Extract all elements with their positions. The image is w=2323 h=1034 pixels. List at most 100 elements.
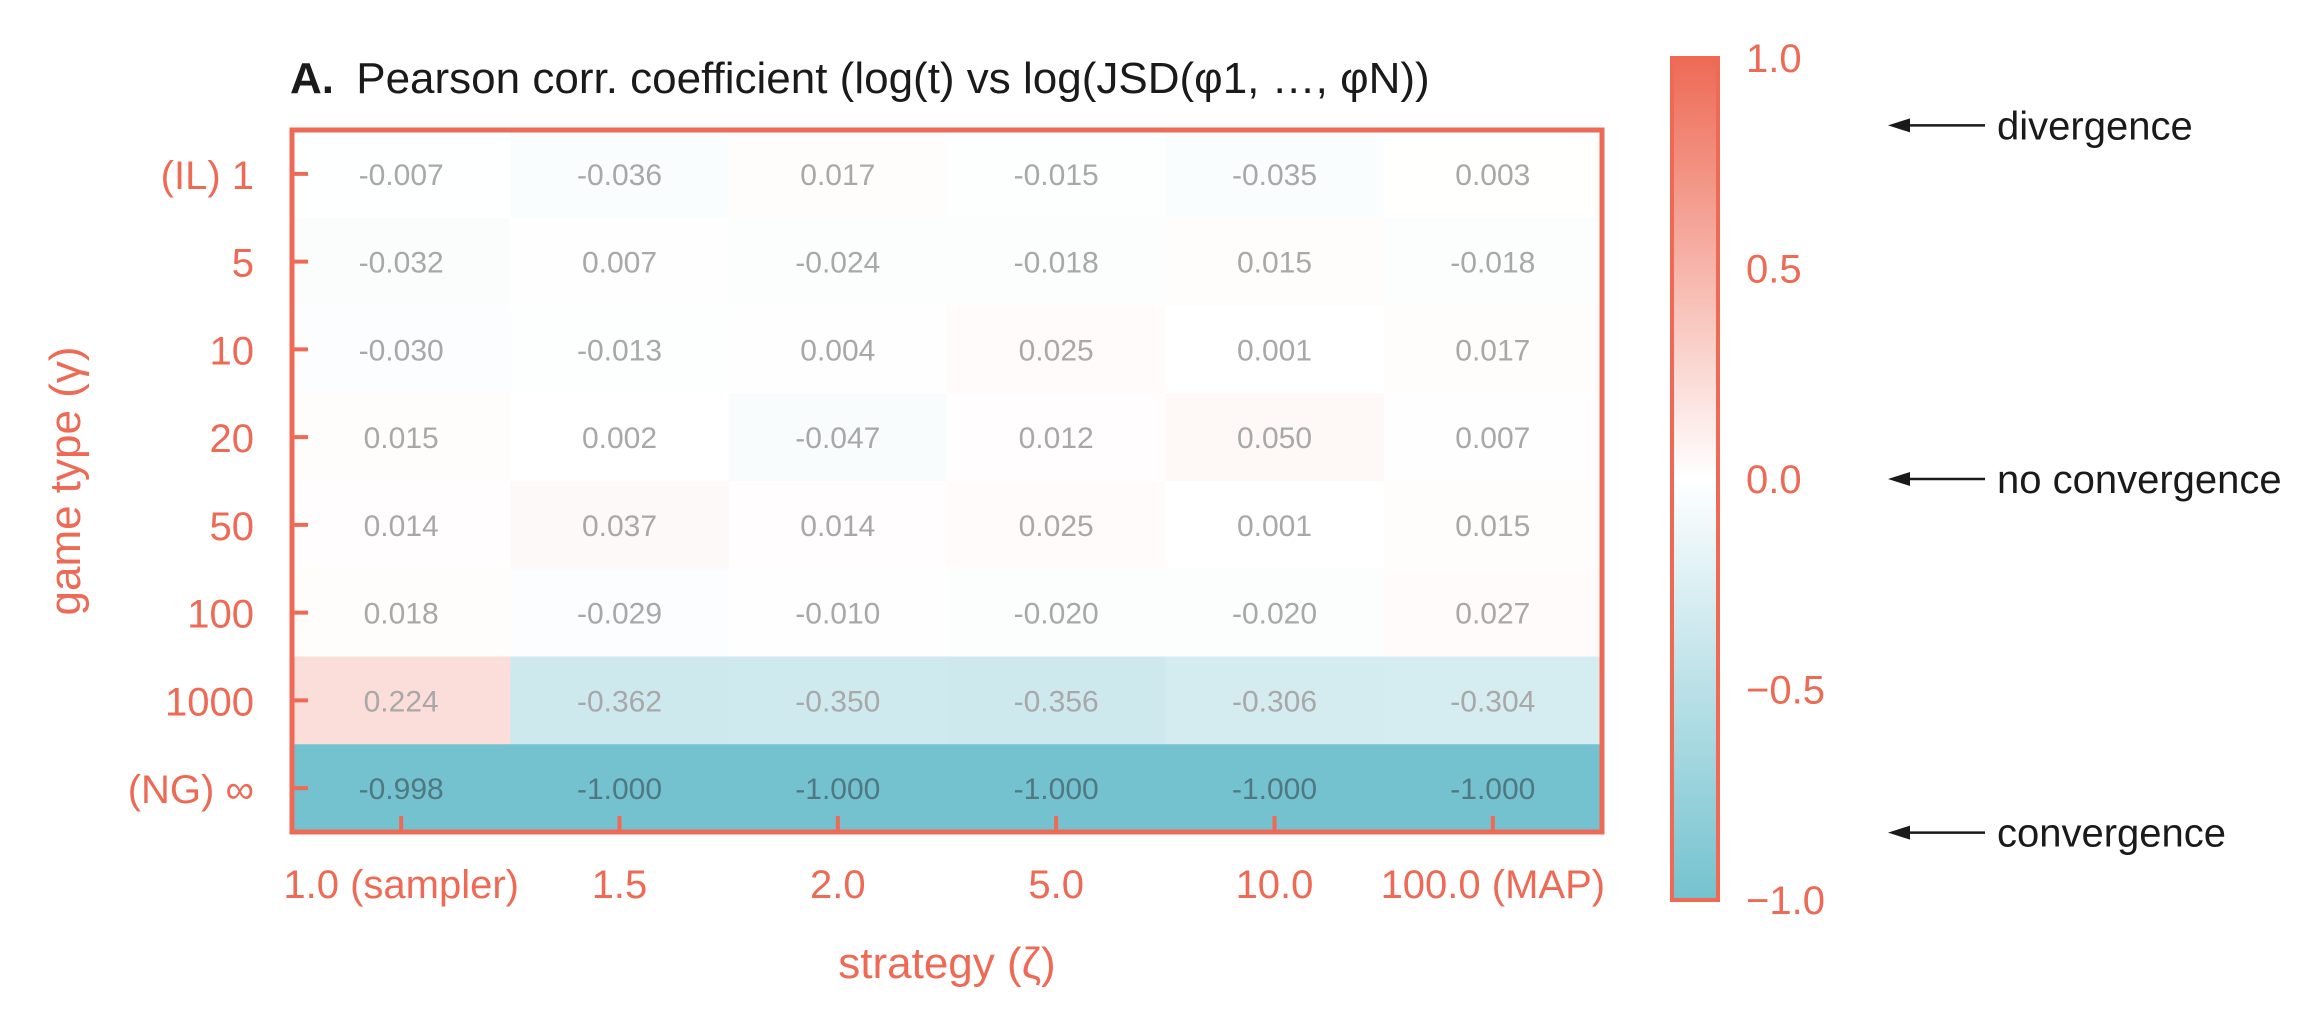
- annotation-label: divergence: [1997, 104, 2193, 148]
- cell-value-label: -0.035: [1232, 159, 1317, 192]
- cell-value-label: -0.013: [577, 334, 662, 367]
- x-tick-label: 5.0: [1028, 863, 1084, 907]
- heatmap-cell: [292, 130, 511, 219]
- cell-value-label: -0.018: [1450, 247, 1535, 280]
- y-axis-label: game type (γ): [41, 347, 90, 616]
- cell-value-label: 0.015: [364, 422, 439, 455]
- cell-value-label: -0.024: [795, 247, 880, 280]
- cell-value-label: 0.004: [800, 334, 875, 367]
- heatmap-cell: [1165, 130, 1385, 219]
- cell-value-label: 0.003: [1455, 159, 1530, 192]
- y-axis: (IL) 1 5 10 20 50 100 1000 (NG) ∞: [128, 154, 308, 812]
- cell-value-label: 0.027: [1455, 598, 1530, 631]
- x-tick-label: 1.0 (sampler): [283, 863, 519, 907]
- cell-value-label: 0.050: [1237, 422, 1312, 455]
- heatmap-cell: [1383, 130, 1603, 219]
- heatmap-cell: [510, 568, 730, 657]
- annotation-label: no convergence: [1997, 458, 2282, 502]
- annotation-label: convergence: [1997, 812, 2226, 856]
- x-axis: 1.0 (sampler) 1.5 2.0 5.0 10.0 100.0 (MAP): [283, 816, 1605, 907]
- cell-value-label: 0.007: [1455, 422, 1530, 455]
- cell-value-label: -0.015: [1014, 159, 1099, 192]
- heatmap-cell: [728, 305, 948, 394]
- heatmap-cell: [947, 656, 1166, 745]
- cell-value-label: -0.350: [795, 685, 880, 718]
- cell-value-label: 0.015: [1237, 247, 1312, 280]
- cell-value-label: 0.002: [582, 422, 657, 455]
- colorbar: [1670, 56, 1720, 902]
- cell-value-label: 0.025: [1019, 334, 1094, 367]
- heatmap-cell: [728, 568, 948, 657]
- heatmap-cell: [1383, 656, 1603, 745]
- cell-value-label: -1.000: [577, 773, 662, 806]
- heatmap-cell: [292, 217, 511, 306]
- cell-value-label: -0.304: [1450, 685, 1535, 718]
- cell-value-label: -0.998: [359, 773, 444, 806]
- y-tick-label: 20: [210, 417, 255, 461]
- cell-value-label: 0.014: [800, 510, 875, 543]
- plot-frame: [289, 127, 1605, 835]
- x-axis-label: strategy (ζ): [838, 939, 1055, 988]
- heatmap-cell: [292, 305, 511, 394]
- heatmap-cell: [1383, 568, 1603, 657]
- heatmap-cell: [728, 130, 948, 219]
- annotation-arrow-head: [1888, 472, 1910, 486]
- y-tick-label: (NG) ∞: [128, 768, 254, 812]
- cell-value-label: 0.012: [1019, 422, 1094, 455]
- colorbar-tick-label: −1.0: [1746, 879, 1825, 923]
- cell-value-label: -1.000: [795, 773, 880, 806]
- cell-value-label: 0.007: [582, 247, 657, 280]
- heatmap-cell: [728, 481, 948, 570]
- cell-value-label: 0.025: [1019, 510, 1094, 543]
- heatmap-cell: [510, 130, 730, 219]
- x-tick-label: 1.5: [592, 863, 648, 907]
- cell-value-label: -0.356: [1014, 685, 1099, 718]
- annotation-arrow-head: [1888, 825, 1910, 840]
- heatmap-cell: [728, 217, 948, 306]
- cell-value-label: -0.032: [359, 247, 444, 280]
- heatmap-cell: [947, 217, 1166, 306]
- heatmap-cell: [510, 217, 730, 306]
- heatmap-cell: [510, 305, 730, 394]
- y-tick-label: 1000: [165, 680, 254, 724]
- heatmap-cell: [728, 656, 948, 745]
- cell-value-label: -0.030: [359, 334, 444, 367]
- x-tick-label: 10.0: [1236, 863, 1314, 907]
- cell-value-label: -0.362: [577, 685, 662, 718]
- heatmap-cell: [510, 393, 730, 482]
- cell-value-label: -0.036: [577, 159, 662, 192]
- heatmap-cell: [510, 481, 730, 570]
- heatmap-cell: [292, 568, 511, 657]
- cell-value-label: -0.020: [1014, 598, 1099, 631]
- cell-value-label: -0.010: [795, 598, 880, 631]
- heatmap-cell: [728, 393, 948, 482]
- chart-title: A. Pearson corr. coefficient (log(t) vs …: [290, 54, 1430, 103]
- cell-value-label: -0.007: [359, 159, 444, 192]
- heatmap-cell: [292, 481, 511, 570]
- cell-value-label: -0.306: [1232, 685, 1317, 718]
- heatmap-cell: [947, 305, 1166, 394]
- x-tick-label: 100.0 (MAP): [1381, 863, 1606, 907]
- cell-value-label: -0.020: [1232, 598, 1317, 631]
- chart-title-prefix: A.: [290, 54, 334, 103]
- cell-value-label: -0.047: [795, 422, 880, 455]
- cell-value-label: 0.017: [800, 159, 875, 192]
- cell-value-label: 0.017: [1455, 334, 1530, 367]
- colorbar-tick-label: 0.5: [1746, 248, 1802, 292]
- colorbar-tick-label: 0.0: [1746, 458, 1802, 502]
- y-tick-label: 10: [210, 329, 255, 373]
- cell-value-label: 0.014: [364, 510, 439, 543]
- heatmap-cell: [1165, 568, 1385, 657]
- cell-value-label: 0.001: [1237, 510, 1312, 543]
- chart-title-text: Pearson corr. coefficient (log(t) vs log…: [356, 54, 1429, 103]
- y-tick-label: 50: [210, 505, 255, 549]
- heatmap-cell: [1165, 656, 1385, 745]
- cell-value-label: -0.018: [1014, 247, 1099, 280]
- cell-value-label: 0.018: [364, 598, 439, 631]
- heatmap-cell: [292, 393, 511, 482]
- colorbar-ticks: 1.0 0.5 0.0 −0.5 −1.0: [1746, 37, 1825, 923]
- heatmap-cell: [292, 656, 511, 745]
- cell-value-label: -1.000: [1014, 773, 1099, 806]
- cell-value-label: 0.015: [1455, 510, 1530, 543]
